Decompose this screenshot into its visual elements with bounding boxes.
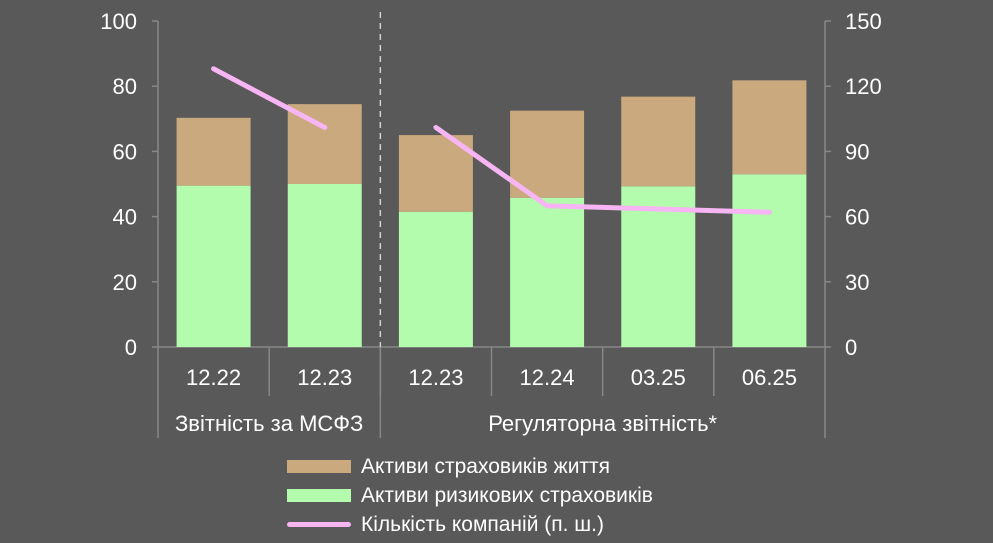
group-label: Регуляторна звітність* <box>488 411 717 436</box>
left-tick-label: 80 <box>113 74 137 99</box>
legend-item-life: Активи страховиків життя <box>287 452 653 481</box>
legend-label-risk: Активи ризикових страховиків <box>361 483 653 507</box>
left-tick-label: 20 <box>113 270 137 295</box>
bar-segment <box>510 110 585 198</box>
category-label: 12.22 <box>186 365 241 390</box>
bar-segment <box>732 80 807 175</box>
legend-swatch-count <box>287 522 351 527</box>
legend-label-count: Кількість компаній (п. ш.) <box>361 512 604 536</box>
category-label: 06.25 <box>742 365 797 390</box>
series-line <box>211 66 328 130</box>
right-tick-label: 120 <box>845 74 882 99</box>
bar-segment <box>732 174 807 347</box>
right-tick-label: 90 <box>845 139 869 164</box>
axes <box>152 12 831 438</box>
bar-segment <box>621 96 696 187</box>
right-tick-label: 30 <box>845 270 869 295</box>
left-tick-label: 0 <box>125 335 137 360</box>
bar-segment <box>176 117 251 186</box>
bars <box>176 80 807 347</box>
legend-item-count: Кількість компаній (п. ш.) <box>287 510 653 539</box>
right-tick-label: 150 <box>845 9 882 34</box>
right-tick-label: 60 <box>845 205 869 230</box>
bar-segment <box>176 185 251 347</box>
left-tick-label: 100 <box>100 9 137 34</box>
left-tick-label: 60 <box>113 139 137 164</box>
category-label: 12.23 <box>408 365 463 390</box>
bar-segment <box>287 184 362 347</box>
group-label: Звітність за МСФЗ <box>175 411 363 436</box>
legend: Активи страховиків життя Активи ризикови… <box>287 452 653 539</box>
left-tick-label: 40 <box>113 205 137 230</box>
bar-segment <box>398 211 473 347</box>
lines <box>211 66 772 215</box>
legend-item-risk: Активи ризикових страховиків <box>287 481 653 510</box>
right-tick-label: 0 <box>845 335 857 360</box>
legend-swatch-life <box>287 460 351 473</box>
bar-segment <box>510 197 585 347</box>
bar-segment <box>287 104 362 184</box>
labels: 0 20 40 60 80 100 0 30 60 90 120 150 Звітність за МС… <box>100 9 881 436</box>
category-label: 12.24 <box>520 365 575 390</box>
series-line <box>433 124 772 215</box>
category-label: 03.25 <box>631 365 686 390</box>
legend-swatch-risk <box>287 489 351 502</box>
bar-segment <box>621 186 696 347</box>
category-label: 12.23 <box>297 365 352 390</box>
legend-label-life: Активи страховиків життя <box>361 454 611 478</box>
